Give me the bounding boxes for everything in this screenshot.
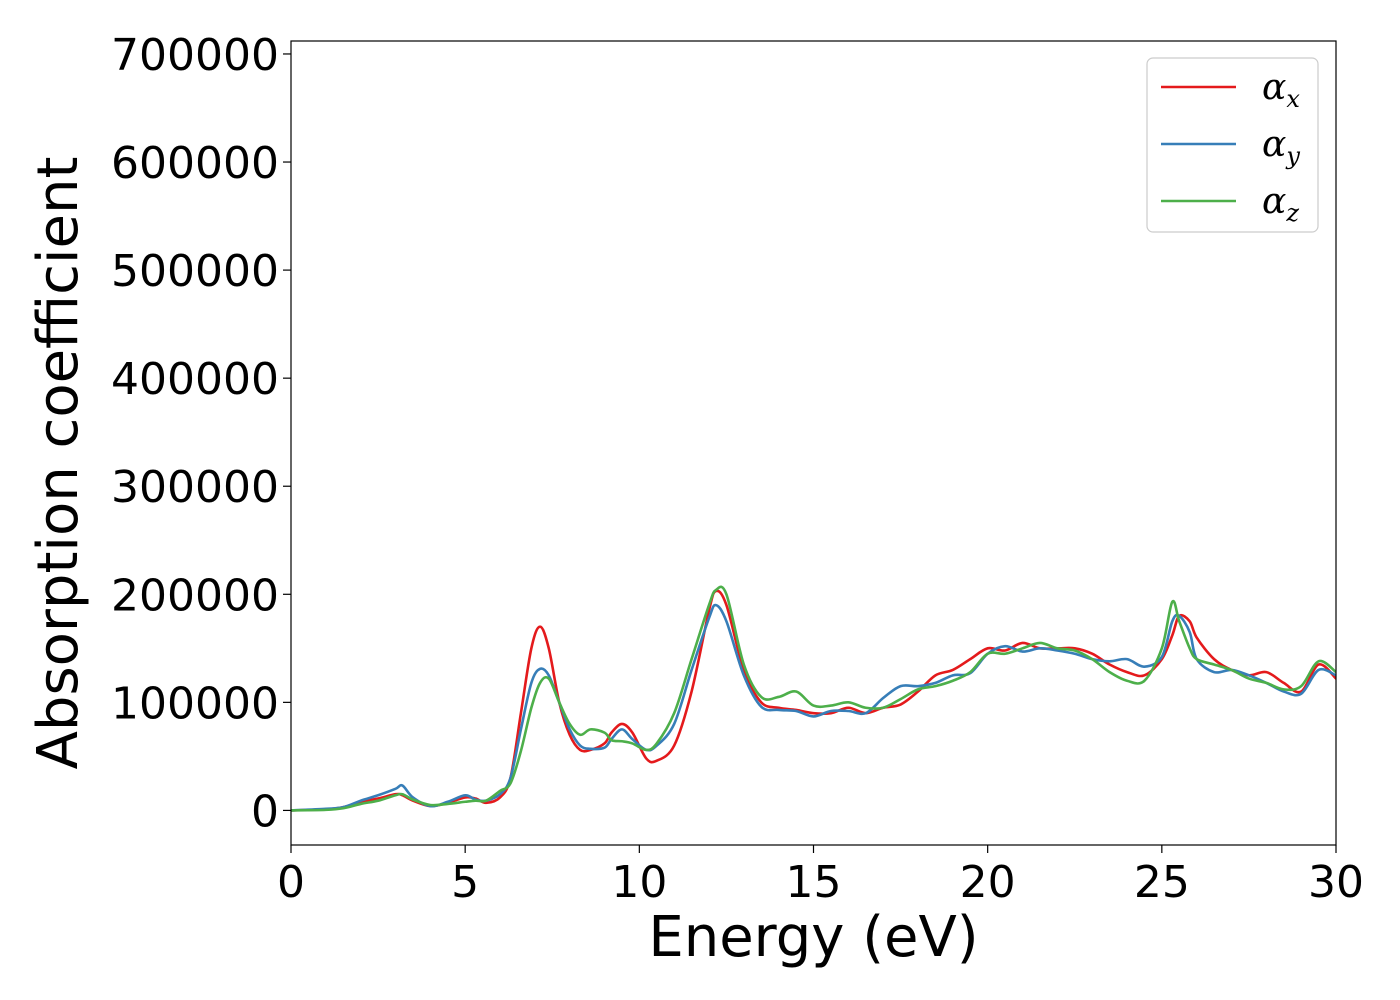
x-tick-label: 20 xyxy=(960,857,1016,908)
legend-label-x: αx xyxy=(1262,67,1300,113)
series-line-z xyxy=(291,585,1336,812)
legend-label-y: αy xyxy=(1262,124,1300,170)
y-axis-ticks: 0 100000 200000 300000 400000 500000 600000 700… xyxy=(111,30,291,837)
y-tick-label: 200000 xyxy=(111,570,279,621)
series-line-x xyxy=(291,589,1336,812)
y-tick-label: 500000 xyxy=(111,246,279,297)
legend-symbol: α xyxy=(1262,181,1286,222)
x-axis-ticks: 0 5 10 15 20 25 30 xyxy=(277,845,1364,908)
legend-subscript: y xyxy=(1285,142,1300,170)
y-tick-label: 0 xyxy=(251,786,279,837)
legend-symbol: α xyxy=(1262,124,1286,165)
x-tick-label: 25 xyxy=(1134,857,1190,908)
y-tick-label: 700000 xyxy=(111,30,279,81)
x-tick-label: 0 xyxy=(277,857,305,908)
legend-subscript: x xyxy=(1286,85,1300,113)
legend-label-z: αz xyxy=(1262,181,1299,227)
x-tick-label: 10 xyxy=(611,857,667,908)
y-tick-label: 600000 xyxy=(111,138,279,189)
x-tick-label: 15 xyxy=(786,857,842,908)
legend-subscript: z xyxy=(1285,199,1299,227)
y-tick-label: 300000 xyxy=(111,462,279,513)
series-layer xyxy=(291,585,1336,812)
y-tick-label: 400000 xyxy=(111,354,279,405)
x-tick-label: 5 xyxy=(451,857,479,908)
y-tick-label: 100000 xyxy=(111,678,279,729)
y-axis-title: Absorption coefficient xyxy=(26,157,91,770)
legend-symbol: α xyxy=(1262,67,1286,108)
x-axis-title: Energy (eV) xyxy=(648,905,978,970)
x-tick-label: 30 xyxy=(1308,857,1364,908)
